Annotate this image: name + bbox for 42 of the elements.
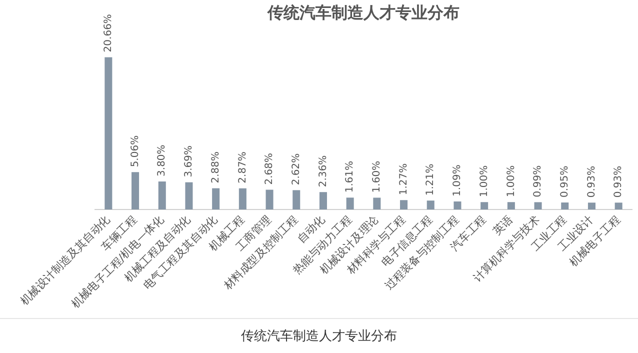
data-label: 0.93% (613, 166, 624, 198)
data-label: 20.66% (103, 14, 114, 52)
data-label: 2.68% (264, 152, 276, 185)
bar (185, 182, 193, 210)
bar (588, 202, 596, 210)
data-label: 3.80% (156, 144, 168, 176)
bar (266, 190, 274, 210)
data-label: 1.00% (478, 165, 490, 198)
data-label: 0.99% (532, 165, 544, 198)
bar (319, 192, 327, 210)
data-label: 1.61% (344, 160, 356, 193)
data-label: 1.60% (372, 160, 383, 193)
data-label: 3.69% (184, 146, 195, 178)
bar (614, 202, 622, 210)
bar (426, 200, 434, 210)
bar (480, 202, 488, 210)
data-label: 1.09% (452, 164, 464, 196)
bar (212, 188, 220, 210)
bar (104, 57, 112, 210)
data-label: 2.88% (210, 151, 222, 184)
data-label: 0.93% (586, 166, 598, 198)
bar (292, 190, 300, 210)
chart-title: 传统汽车制造人才专业分布 (266, 2, 460, 22)
data-label: 5.06% (130, 135, 141, 168)
data-label: 1.00% (506, 165, 517, 198)
data-label: 1.27% (398, 163, 410, 196)
bar (507, 202, 515, 210)
data-label: 0.95% (559, 166, 570, 198)
bar (158, 181, 166, 210)
bar (534, 202, 542, 210)
bar (238, 188, 246, 210)
bar (373, 198, 381, 210)
data-label: 2.62% (290, 153, 302, 186)
bar (132, 172, 140, 210)
bar (400, 200, 408, 210)
bar (454, 201, 462, 210)
bar (346, 198, 354, 210)
data-label: 2.87% (237, 152, 248, 184)
bar (561, 202, 569, 210)
data-label: 2.36% (318, 155, 329, 188)
data-label: 1.21% (425, 164, 436, 196)
text: 传统汽车制造人才专业分布 (0, 318, 638, 345)
